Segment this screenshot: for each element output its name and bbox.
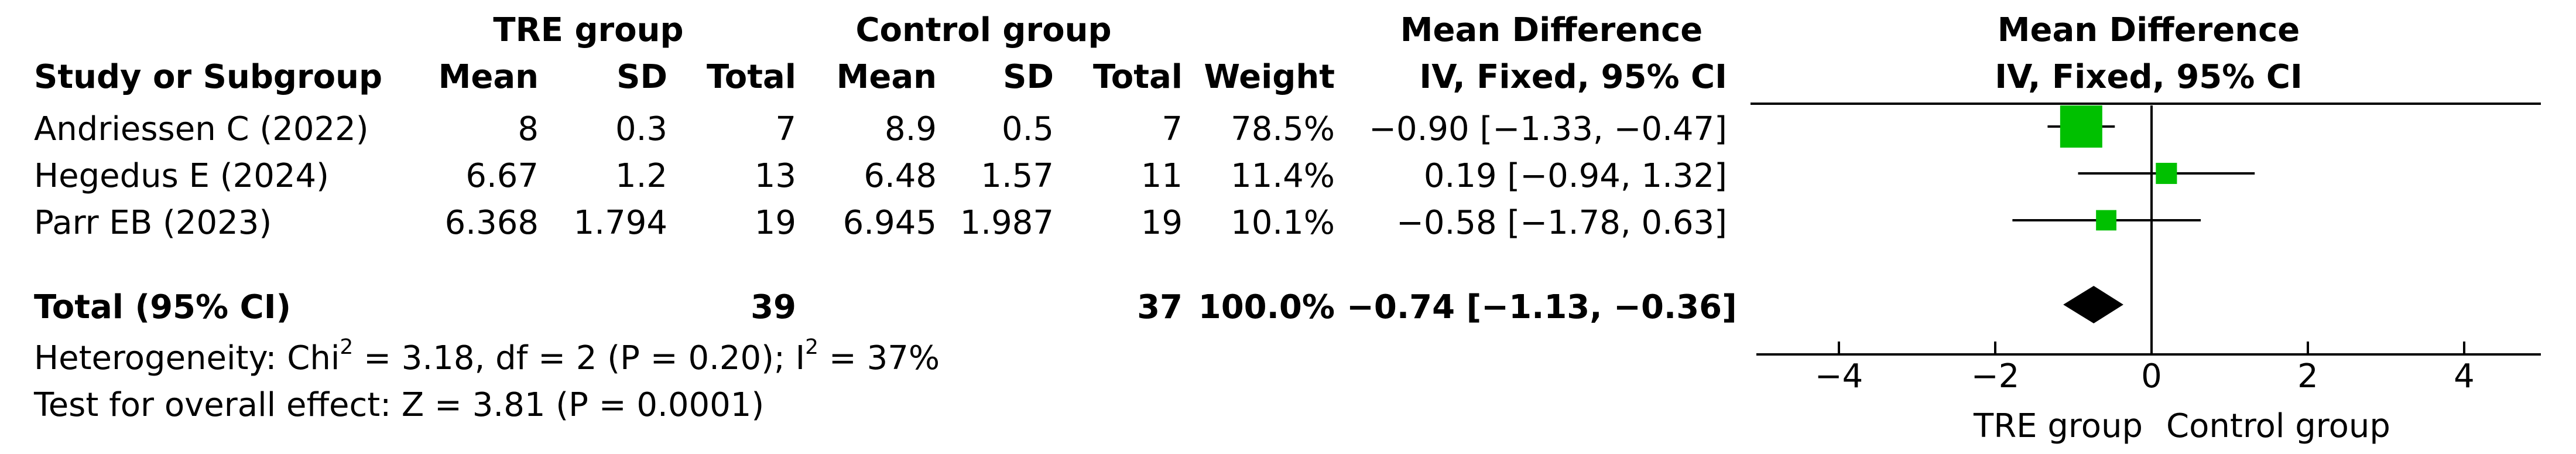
overall-effect-text: Test for overall effect: Z = 3.81 (P = 0… — [34, 386, 765, 424]
study-header: Study or Subgroup — [34, 58, 383, 96]
tre-group-header: TRE group — [493, 11, 684, 49]
ctrl-total-sum: 37 — [1137, 288, 1183, 326]
tre-mean: 6.368 — [444, 204, 539, 242]
ctrl-mean: 6.945 — [842, 204, 937, 242]
ctrl-total-header: Total — [1093, 58, 1183, 96]
ctrl-sd: 0.5 — [1001, 110, 1054, 148]
ctrl-mean: 6.48 — [864, 157, 937, 195]
study-marker — [2096, 210, 2116, 231]
total-weight: 100.0% — [1198, 288, 1335, 326]
ctrl-sd: 1.57 — [981, 157, 1054, 195]
md-left-title: Mean Difference — [1400, 11, 1703, 49]
tre-mean-header: Mean — [438, 58, 539, 96]
weight-value: 78.5% — [1231, 110, 1335, 148]
md-left-method: IV, Fixed, 95% CI — [1419, 58, 1727, 96]
axis-label-right: Control group — [2166, 407, 2390, 445]
ci-value: −0.90 [−1.33, −0.47] — [1369, 110, 1727, 148]
study-marker — [2156, 162, 2177, 185]
tre-total: 13 — [754, 157, 796, 195]
study-marker — [2060, 105, 2102, 148]
control-group-header: Control group — [855, 11, 1112, 49]
weight-header: Weight — [1204, 58, 1335, 96]
x-tick-label: −4 — [1815, 357, 1864, 395]
ctrl-total: 11 — [1140, 157, 1183, 195]
x-tick-label: 4 — [2454, 357, 2475, 395]
ctrl-mean: 8.9 — [884, 110, 937, 148]
x-tick-label: 0 — [2141, 357, 2162, 395]
ci-value: −0.58 [−1.78, 0.63] — [1396, 204, 1727, 242]
total-label: Total (95% CI) — [34, 288, 292, 326]
tre-total: 7 — [775, 110, 796, 148]
tre-sd: 1.794 — [573, 204, 667, 242]
ctrl-total: 19 — [1140, 204, 1183, 242]
study-name: Parr EB (2023) — [34, 204, 272, 242]
tre-total-header: Total — [707, 58, 796, 96]
weight-value: 11.4% — [1231, 157, 1335, 195]
weight-value: 10.1% — [1231, 204, 1335, 242]
tre-sd: 1.2 — [615, 157, 667, 195]
ctrl-total: 7 — [1162, 110, 1183, 148]
study-name: Andriessen C (2022) — [34, 110, 369, 148]
x-tick-label: −2 — [1971, 357, 2020, 395]
tre-total-sum: 39 — [751, 288, 796, 326]
pooled-diamond — [2063, 286, 2123, 323]
md-right-title: Mean Difference — [1997, 11, 2300, 49]
total-ci: −0.74 [−1.13, −0.36] — [1347, 288, 1737, 326]
tre-mean: 6.67 — [465, 157, 539, 195]
axis-label-left: TRE group — [1974, 407, 2143, 445]
tre-sd: 0.3 — [615, 110, 667, 148]
tre-sd-header: SD — [616, 58, 667, 96]
ci-value: 0.19 [−0.94, 1.32] — [1423, 157, 1727, 195]
tre-total: 19 — [754, 204, 796, 242]
md-right-method: IV, Fixed, 95% CI — [1995, 58, 2303, 96]
ctrl-mean-header: Mean — [836, 58, 937, 96]
heterogeneity-text: Heterogeneity: Chi2 = 3.18, df = 2 (P = … — [34, 335, 940, 377]
ctrl-sd: 1.987 — [960, 204, 1054, 242]
x-tick-label: 2 — [2297, 357, 2318, 395]
ctrl-sd-header: SD — [1003, 58, 1054, 96]
study-name: Hegedus E (2024) — [34, 157, 329, 195]
tre-mean: 8 — [518, 110, 539, 148]
